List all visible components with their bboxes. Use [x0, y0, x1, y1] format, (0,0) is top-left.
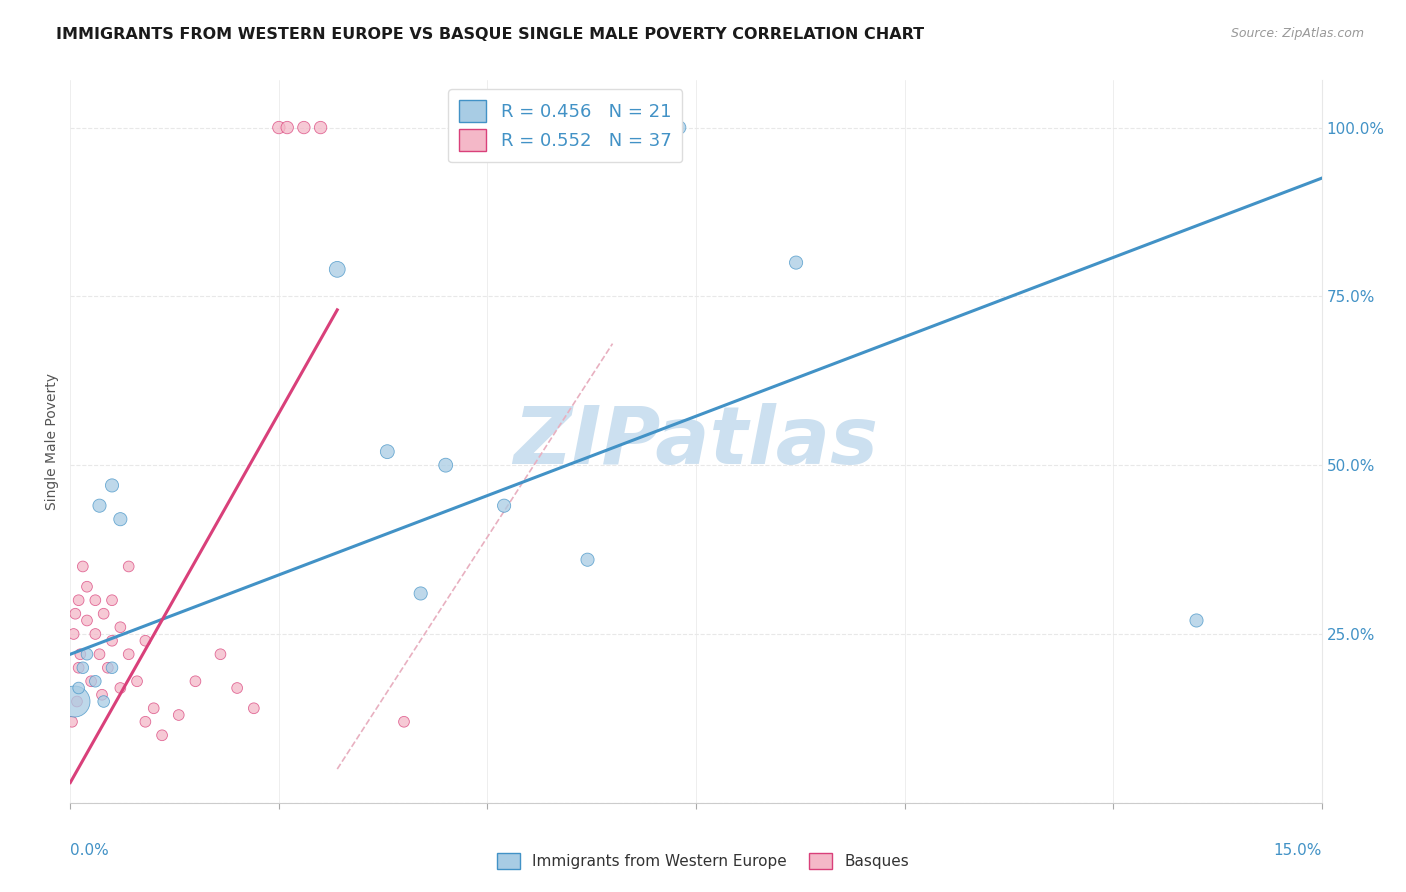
Point [167, 708, 190, 723]
Point [1185, 614, 1208, 628]
Legend: R = 0.456   N = 21, R = 0.552   N = 37: R = 0.456 N = 21, R = 0.552 N = 37 [449, 89, 682, 162]
Point [634, 120, 657, 135]
Point [91, 688, 114, 702]
Point [93, 694, 115, 708]
Point [118, 647, 141, 661]
Text: Source: ZipAtlas.com: Source: ZipAtlas.com [1230, 27, 1364, 40]
Point [494, 499, 516, 513]
Point [125, 674, 148, 689]
Point [76, 647, 98, 661]
Point [668, 120, 690, 135]
Point [118, 559, 141, 574]
Point [89, 647, 111, 661]
Point [375, 444, 398, 458]
Point [66, 694, 89, 708]
Point [84, 627, 107, 641]
Point [292, 120, 315, 135]
Point [84, 674, 107, 689]
Point [93, 607, 115, 621]
Legend: Immigrants from Western Europe, Basques: Immigrants from Western Europe, Basques [491, 847, 915, 875]
Point [101, 661, 124, 675]
Point [67, 593, 90, 607]
Point [101, 633, 124, 648]
Point [110, 620, 132, 634]
Point [110, 681, 132, 695]
Point [101, 478, 124, 492]
Point [434, 458, 457, 472]
Point [63, 694, 86, 708]
Point [110, 512, 132, 526]
Point [72, 559, 94, 574]
Text: IMMIGRANTS FROM WESTERN EUROPE VS BASQUE SINGLE MALE POVERTY CORRELATION CHART: IMMIGRANTS FROM WESTERN EUROPE VS BASQUE… [56, 27, 924, 42]
Text: 0.0%: 0.0% [70, 843, 110, 857]
Point [576, 552, 599, 566]
Text: ZIPatlas: ZIPatlas [513, 402, 879, 481]
Point [243, 701, 266, 715]
Point [67, 661, 90, 675]
Point [785, 255, 807, 269]
Point [409, 586, 432, 600]
Point [89, 499, 111, 513]
Text: 15.0%: 15.0% [1274, 843, 1322, 857]
Point [76, 614, 98, 628]
Point [150, 728, 173, 742]
Point [309, 120, 332, 135]
Point [62, 627, 84, 641]
Point [72, 661, 94, 675]
Point [276, 120, 298, 135]
Point [67, 681, 90, 695]
Point [76, 580, 98, 594]
Point [226, 681, 249, 695]
Point [80, 674, 103, 689]
Point [267, 120, 290, 135]
Point [84, 593, 107, 607]
Point [392, 714, 415, 729]
Point [60, 714, 83, 729]
Point [142, 701, 165, 715]
Point [326, 262, 349, 277]
Point [101, 593, 124, 607]
Point [184, 674, 207, 689]
Point [134, 714, 156, 729]
Point [134, 633, 156, 648]
Point [65, 607, 87, 621]
Point [209, 647, 232, 661]
Point [69, 647, 91, 661]
Point [97, 661, 120, 675]
Y-axis label: Single Male Poverty: Single Male Poverty [45, 373, 59, 510]
